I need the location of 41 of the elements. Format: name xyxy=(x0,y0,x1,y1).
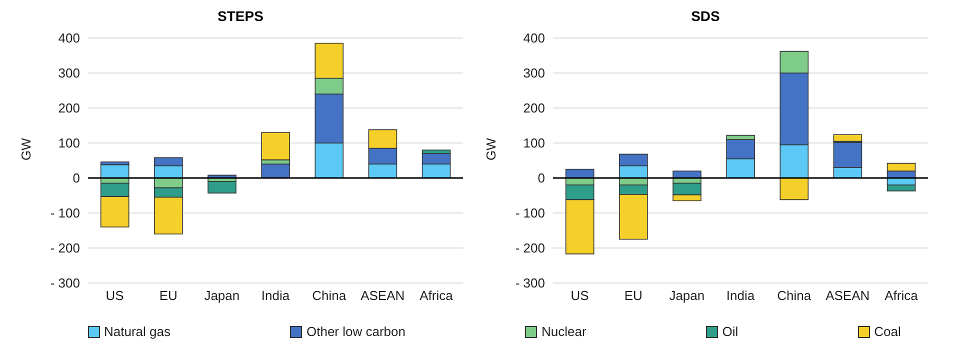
legend-label: Other low carbon xyxy=(305,324,406,339)
x-tick-label: Japan xyxy=(204,288,240,304)
x-tick-label: India xyxy=(261,288,290,304)
x-tick-label: China xyxy=(777,288,812,304)
y-tick-label: 0 xyxy=(538,170,545,186)
x-tick-label: Africa xyxy=(884,288,919,304)
y-tick-label: - 200 xyxy=(515,240,545,256)
y-tick-label: 100 xyxy=(523,136,545,151)
y-tick-label: - 100 xyxy=(50,206,80,221)
y-tick-label: - 300 xyxy=(50,276,80,291)
y-tick-label: - 100 xyxy=(515,206,545,221)
x-tick-label: EU xyxy=(159,288,178,304)
x-tick-label: US xyxy=(106,288,124,304)
bar xyxy=(208,181,236,194)
y-tick-label: 100 xyxy=(58,136,80,151)
y-tick-label: 300 xyxy=(523,66,545,81)
y-axis-title: GW xyxy=(484,137,499,160)
x-tick-label: India xyxy=(726,288,756,304)
y-tick-label: - 300 xyxy=(515,276,545,291)
x-tick-label: EU xyxy=(624,288,642,304)
x-tick-label: China xyxy=(312,288,347,304)
y-tick-label: 400 xyxy=(523,30,545,46)
chart-title: SDS xyxy=(690,8,721,26)
y-tick-label: 0 xyxy=(72,170,80,186)
legend-label: Nuclear xyxy=(540,324,586,339)
legend-label: Coal xyxy=(873,324,901,339)
bar xyxy=(261,132,290,160)
y-tick-label: - 200 xyxy=(50,240,80,256)
legend-label: Natural gas xyxy=(103,324,170,339)
chart-title: STEPS xyxy=(216,8,264,26)
x-tick-label: Africa xyxy=(420,288,454,304)
x-tick-label: Japan xyxy=(669,288,705,304)
y-tick-label: 200 xyxy=(523,100,545,116)
x-tick-label: ASEAN xyxy=(360,288,405,304)
legend-label: Oil xyxy=(721,324,738,339)
x-tick-label: ASEAN xyxy=(826,288,870,304)
y-tick-label: 300 xyxy=(58,66,80,81)
x-tick-label: US xyxy=(570,288,590,304)
y-tick-label: 400 xyxy=(58,30,80,46)
y-tick-label: 200 xyxy=(58,100,80,116)
y-axis-title: GW xyxy=(18,137,34,160)
